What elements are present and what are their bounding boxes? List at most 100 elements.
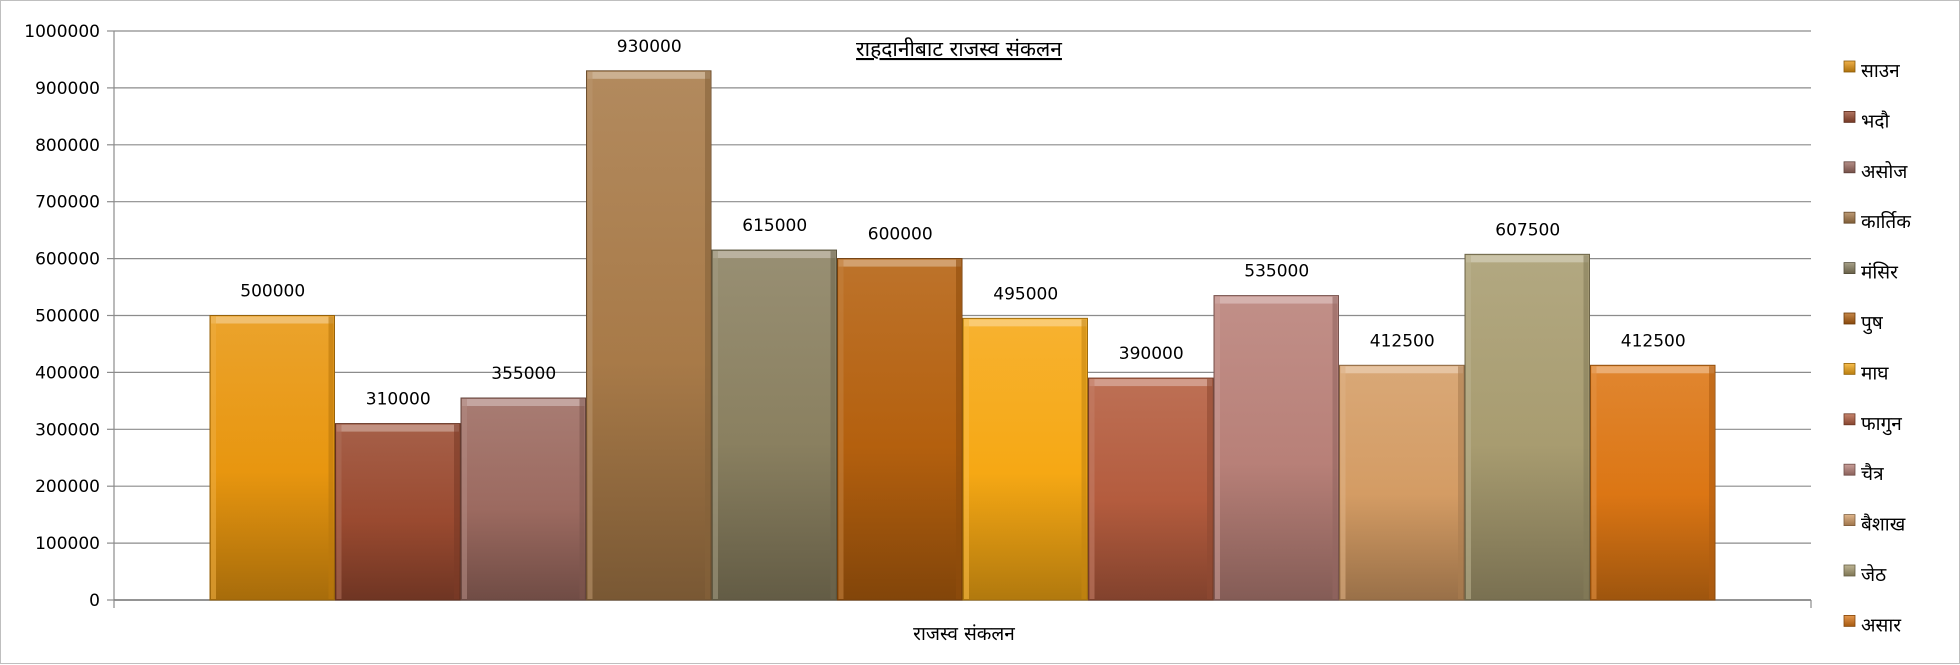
data-label: 615000 [742,216,807,236]
bar-8 [1088,377,1214,601]
bar-bevel [336,424,459,432]
legend-swatch [1843,615,1856,627]
bar-4 [586,70,712,601]
legend-label: फागुन [1861,413,1902,436]
data-label: 412500 [1370,331,1435,351]
legend-label: पुष [1861,312,1884,335]
bar-edge [454,424,459,599]
bar-bevel [1215,296,1338,304]
bar-edge [1458,366,1463,599]
legend: साउन भदौ असोज कार्तिक मंसिर पुष माघ फागुन चैत्र ब… [1843,60,1911,636]
legend-swatch [1843,111,1856,123]
data-label: 600000 [868,225,933,245]
y-tick-label: 0 [89,591,100,611]
bar-edge [328,316,334,599]
y-tick-label: 700000 [35,193,100,213]
y-tick-label: 500000 [35,307,100,327]
bar-edge [1583,255,1589,599]
bar-edge [838,259,844,599]
y-tick-label: 900000 [35,79,100,99]
y-tick-label: 100000 [35,534,100,554]
bar-9 [1213,295,1339,601]
bar-bevel [713,251,836,259]
y-tick-label: 1000000 [24,22,100,42]
bar-edge [579,399,585,599]
data-label: 310000 [366,390,431,410]
legend-label: साउन [1861,60,1900,82]
bar-bevel [1340,366,1463,374]
bars [209,70,1716,601]
data-label: 500000 [240,282,305,302]
bar-edge [830,251,836,599]
data-label: 607500 [1495,220,1560,240]
bar-bevel [462,399,585,407]
legend-swatch [1843,262,1856,275]
legend-label: बैशाख [1861,513,1906,536]
legend-label: चैत्र [1861,462,1884,485]
bar-1 [209,315,335,601]
bar-11 [1464,253,1590,601]
bar-edge [956,259,961,599]
y-tick-label: 400000 [35,363,100,383]
bar-edge [1340,366,1346,599]
legend-swatch [1843,514,1856,526]
data-label: 390000 [1119,344,1184,364]
bar-6 [837,258,963,601]
legend-label: असार [1861,614,1902,636]
y-tick-label: 200000 [35,477,100,497]
bar-edge [1591,366,1597,599]
legend-swatch [1843,564,1856,577]
legend-label: भदौ [1861,109,1890,132]
bar-bevel [587,71,710,79]
bar-edge [1332,296,1338,599]
legend-label: कार्तिक [1861,210,1911,233]
bar-bevel [1466,255,1589,263]
legend-label: माघ [1861,362,1889,384]
y-tick-label: 800000 [35,136,100,156]
bar-bevel [211,316,334,324]
bar-edge [211,316,216,599]
bar-edge [1089,379,1095,599]
bar-edge [1466,255,1471,599]
legend-swatch [1843,161,1856,174]
chart-title: राहदानीबाट राजस्व संकलन [856,37,1062,61]
bar-7 [962,317,1088,601]
bar-bevel [1591,366,1714,374]
bar-edge [713,251,718,599]
legend-swatch [1843,362,1856,375]
bar-edge [705,71,710,599]
legend-swatch [1843,60,1856,73]
bar-edge [587,71,593,599]
bar-12 [1590,364,1716,601]
bar-10 [1339,364,1465,601]
y-tick-label: 600000 [35,250,100,270]
data-label: 495000 [993,284,1058,304]
bar-edge [1215,296,1220,599]
bar-bevel [1089,379,1212,387]
data-label: 412500 [1621,331,1686,351]
legend-label: जेठ [1861,563,1887,586]
data-label: 355000 [491,364,556,384]
y-tick-label: 300000 [35,420,100,440]
legend-swatch [1843,312,1856,325]
bar-bevel [964,319,1087,327]
bar-5 [711,249,837,601]
bar-2 [335,423,461,601]
bar-edge [336,424,342,599]
data-label: 930000 [617,37,682,57]
bar-edge [1081,319,1087,599]
data-label: 535000 [1244,262,1309,282]
bar-edge [964,319,969,599]
data-labels: 500000 310000 355000 930000 615000 600000 4950… [240,37,1685,410]
x-axis-label: राजस्व संकलन [913,623,1015,645]
legend-swatch [1843,413,1856,426]
legend-label: मंसिर [1861,261,1899,284]
legend-label: असोज [1861,160,1908,183]
legend-swatch [1843,211,1856,224]
bar-edge [462,399,467,599]
legend-swatch [1843,463,1856,476]
bar-bevel [838,259,961,267]
bar-3 [460,397,586,601]
